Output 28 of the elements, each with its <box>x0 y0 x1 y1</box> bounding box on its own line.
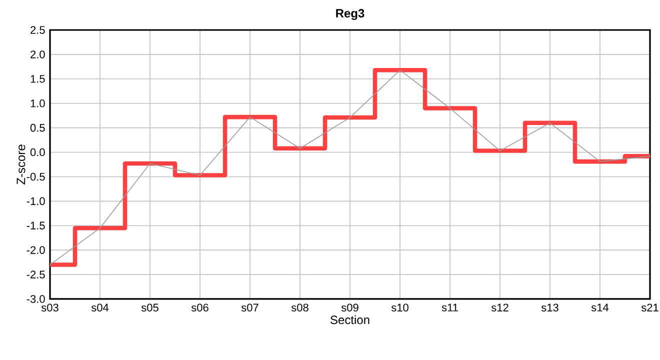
chart-title: Reg3 <box>336 9 364 20</box>
x-tick-label: s14 <box>591 304 609 312</box>
x-tick-label: s03 <box>41 304 58 312</box>
y-tick-label: -1.0 <box>26 197 45 206</box>
y-axis-title: Z-score <box>16 144 26 184</box>
x-tick-label: s11 <box>442 304 458 312</box>
y-tick-label: -0.5 <box>26 172 45 181</box>
y-tick-label: 2.0 <box>30 50 45 58</box>
x-tick-label: s05 <box>141 304 158 312</box>
x-tick-label: s13 <box>541 304 558 312</box>
x-tick-label: s04 <box>91 304 109 312</box>
y-tick-label: -2.5 <box>26 270 45 278</box>
x-tick-label: s10 <box>391 304 408 312</box>
y-tick-label: 0.0 <box>30 148 45 156</box>
x-tick-label: s09 <box>341 304 358 312</box>
y-tick-label: 2.5 <box>30 26 45 34</box>
x-tick-label: s07 <box>241 304 258 312</box>
x-axis-title: Section <box>330 315 370 324</box>
y-tick-label: -3.0 <box>26 295 45 303</box>
x-tick-label: s12 <box>491 304 508 312</box>
y-tick-label: 0.5 <box>30 124 45 132</box>
y-tick-label: 1.5 <box>30 75 45 83</box>
y-tick-label: 1.0 <box>30 99 45 108</box>
y-tick-label: -2.0 <box>26 246 45 254</box>
y-tick-label: -1.5 <box>26 222 45 230</box>
x-tick-label: s06 <box>191 304 208 312</box>
x-tick-label: s21 <box>641 304 658 312</box>
x-tick-label: s08 <box>291 304 308 312</box>
